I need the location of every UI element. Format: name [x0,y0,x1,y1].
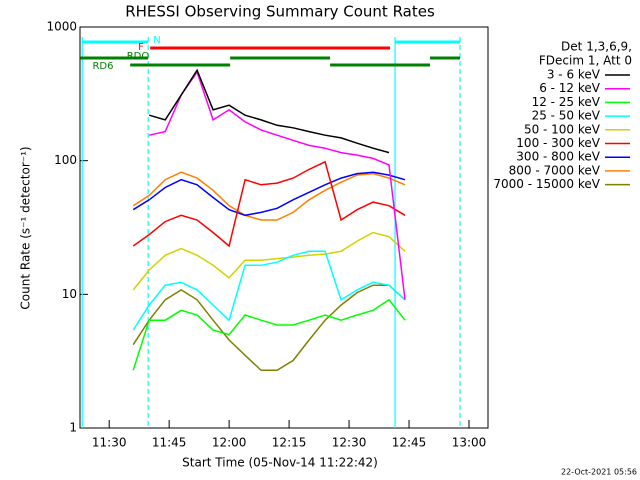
footer: 22-Oct-2021 05:56 [561,468,637,477]
legend-label: 50 - 100 keV [524,122,601,136]
series-line [132,298,406,371]
plot-frame [79,26,489,429]
y-tick-label: 1 [69,421,77,435]
flag-label: N [153,35,160,46]
legend-label: 6 - 12 keV [539,81,601,95]
legend-label: 7000 - 15000 keV [493,177,600,191]
series-line [132,171,406,217]
legend-label: 25 - 50 keV [532,109,601,123]
flag-label: F [138,42,144,53]
x-tick-label: 11:30 [92,436,127,450]
series-line [132,231,406,291]
legend-label: 12 - 25 keV [532,95,601,109]
flag-label: RDO [127,51,150,62]
x-tick-label: 12:15 [272,436,307,450]
y-tick-label: 100 [54,153,77,167]
x-axis-label: Start Time (05-Nov-14 11:22:42) [182,456,378,470]
series-line [132,250,406,331]
y-tick-label: 10 [62,287,77,301]
chart-title: RHESSI Observing Summary Count Rates [125,3,435,21]
legend-header: FDecim 1, Att 0 [539,54,632,68]
series-line [148,68,390,154]
legend-header: Det 1,3,6,9, [561,40,632,54]
x-tick-label: 11:45 [152,436,187,450]
x-tick-label: 12:30 [332,436,367,450]
x-tick-label: 12:45 [392,436,427,450]
x-tick-label: 13:00 [452,436,487,450]
series-line [132,171,406,221]
y-tick-label: 1000 [46,20,77,34]
y-axis-label: Count Rate (s⁻¹ detector⁻¹) [19,146,33,309]
legend-label: 300 - 800 keV [516,150,600,164]
legend-label: 100 - 300 keV [516,136,600,150]
x-tick-label: 12:00 [212,436,247,450]
flag-label: RD6 [92,61,113,72]
legend-label: 800 - 7000 keV [509,163,601,177]
series-line [132,284,406,372]
series-line [132,160,406,248]
legend-label: 3 - 6 keV [547,68,601,82]
